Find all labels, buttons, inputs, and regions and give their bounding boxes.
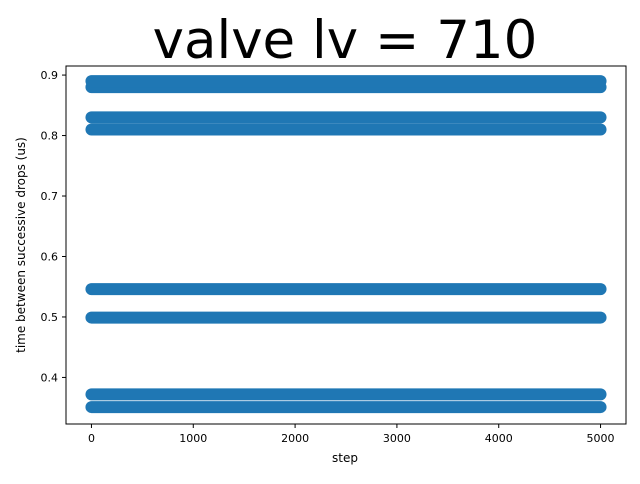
x-tick-label: 2000: [281, 432, 309, 445]
x-tick-label: 4000: [485, 432, 513, 445]
y-tick-label: 0.4: [41, 371, 59, 384]
scatter-band-2: [85, 311, 607, 324]
scatter-band-7: [85, 75, 607, 88]
y-tick-label: 0.5: [41, 311, 59, 324]
x-tick-label: 3000: [383, 432, 411, 445]
scatter-band-1: [85, 388, 607, 401]
scatter-band-4: [85, 123, 607, 136]
y-tick-label: 0.8: [41, 130, 59, 143]
scatter-band-0: [85, 401, 607, 414]
x-tick-label: 1000: [179, 432, 207, 445]
chart-title: valve lv = 710: [153, 10, 538, 71]
points-layer: [85, 75, 607, 414]
scatter-band-3: [85, 283, 607, 296]
y-axis-label: time between successive drops (us): [14, 137, 28, 353]
x-axis-label: step: [332, 451, 358, 465]
y-tick-label: 0.9: [41, 69, 59, 82]
y-tick-label: 0.6: [41, 250, 59, 263]
y-tick-label: 0.7: [41, 190, 59, 203]
axes-layer: 0 1000 2000 3000 4000 5000 0.4 0.5 0.6 0.7 0.8 0.9: [41, 65, 627, 445]
plot-frame: [65, 65, 627, 425]
x-tick-label: 5000: [587, 432, 615, 445]
x-tick-label: 0: [88, 432, 95, 445]
scatter-band-5: [85, 111, 607, 124]
